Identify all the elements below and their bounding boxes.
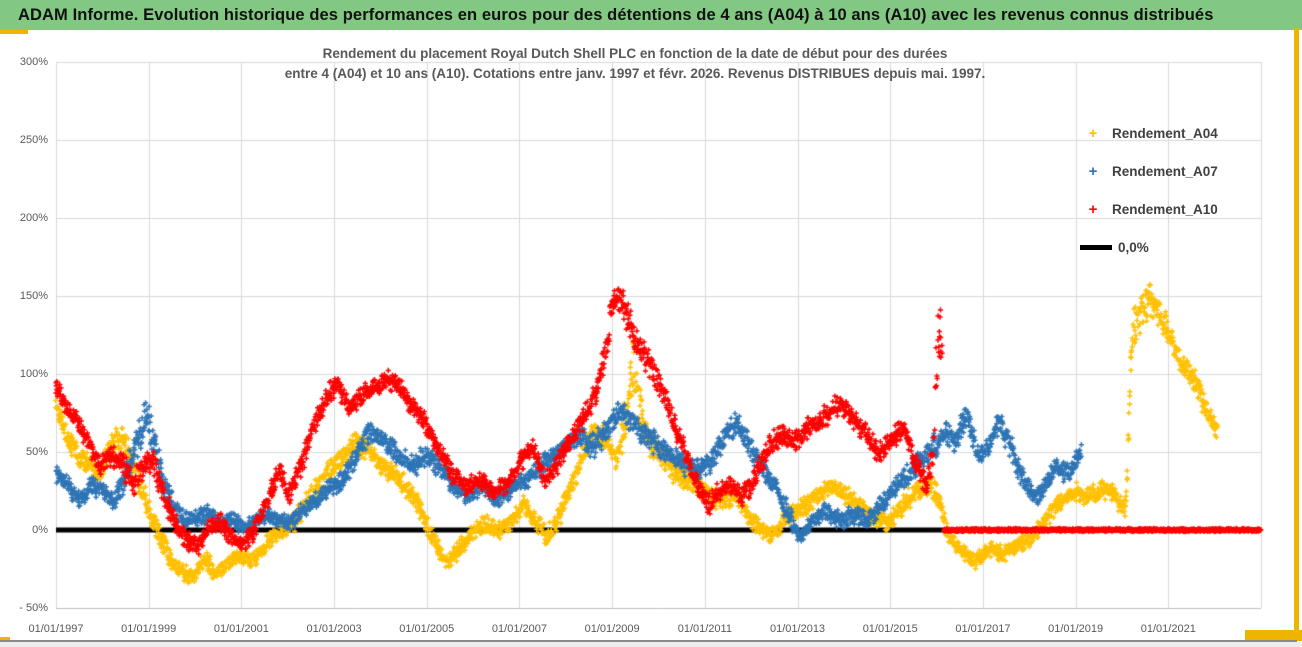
legend-item-zero-line[interactable]: 0,0% bbox=[1080, 236, 1149, 258]
plus-marker-icon: + bbox=[1088, 162, 1098, 180]
plus-marker-icon: + bbox=[1088, 124, 1098, 142]
zero-line-icon bbox=[1080, 244, 1112, 250]
chart-title-line1: Rendement du placement Royal Dutch Shell… bbox=[322, 46, 948, 61]
x-tick-label: 01/01/2019 bbox=[1048, 623, 1104, 635]
x-tick-label: 01/01/2017 bbox=[955, 623, 1011, 635]
y-tick-label: 50% bbox=[25, 446, 48, 458]
x-tick-label: 01/01/1997 bbox=[28, 623, 84, 635]
x-tick-label: 01/01/2001 bbox=[213, 623, 269, 635]
legend-item-rendement-a10[interactable]: + Rendement_A10 bbox=[1080, 198, 1218, 220]
legend-item-rendement-a07[interactable]: + Rendement_A07 bbox=[1080, 160, 1218, 182]
y-tick-label: - 50% bbox=[19, 602, 48, 614]
y-tick-label: 200% bbox=[19, 212, 48, 224]
legend-label: Rendement_A10 bbox=[1112, 201, 1218, 217]
chart-title: Rendement du placement Royal Dutch Shell… bbox=[60, 44, 1210, 84]
y-tick-label: 0% bbox=[32, 524, 48, 536]
x-tick-label: 01/01/2011 bbox=[677, 623, 732, 635]
y-tick-label: 300% bbox=[19, 56, 48, 68]
x-tick-label: 01/01/2021 bbox=[1140, 623, 1196, 635]
legend-label: 0,0% bbox=[1118, 239, 1149, 255]
chart-title-line2: entre 4 (A04) et 10 ans (A10). Cotations… bbox=[284, 66, 986, 81]
x-tick-label: 01/01/2015 bbox=[862, 623, 918, 635]
x-tick-label: 01/01/2007 bbox=[491, 623, 547, 635]
legend-label: Rendement_A04 bbox=[1112, 125, 1218, 141]
x-tick-label: 01/01/2013 bbox=[770, 623, 826, 635]
x-tick-label: 01/01/2009 bbox=[584, 623, 640, 635]
y-tick-label: 250% bbox=[19, 134, 48, 146]
legend-item-rendement-a04[interactable]: + Rendement_A04 bbox=[1080, 122, 1218, 144]
plus-marker-icon: + bbox=[1088, 200, 1098, 218]
legend-label: Rendement_A07 bbox=[1112, 163, 1218, 179]
x-tick-label: 01/01/2005 bbox=[399, 623, 455, 635]
x-tick-label: 01/01/1999 bbox=[121, 623, 177, 635]
y-tick-label: 150% bbox=[19, 290, 48, 302]
x-tick-label: 01/01/2003 bbox=[306, 623, 362, 635]
y-tick-label: 100% bbox=[19, 368, 48, 380]
